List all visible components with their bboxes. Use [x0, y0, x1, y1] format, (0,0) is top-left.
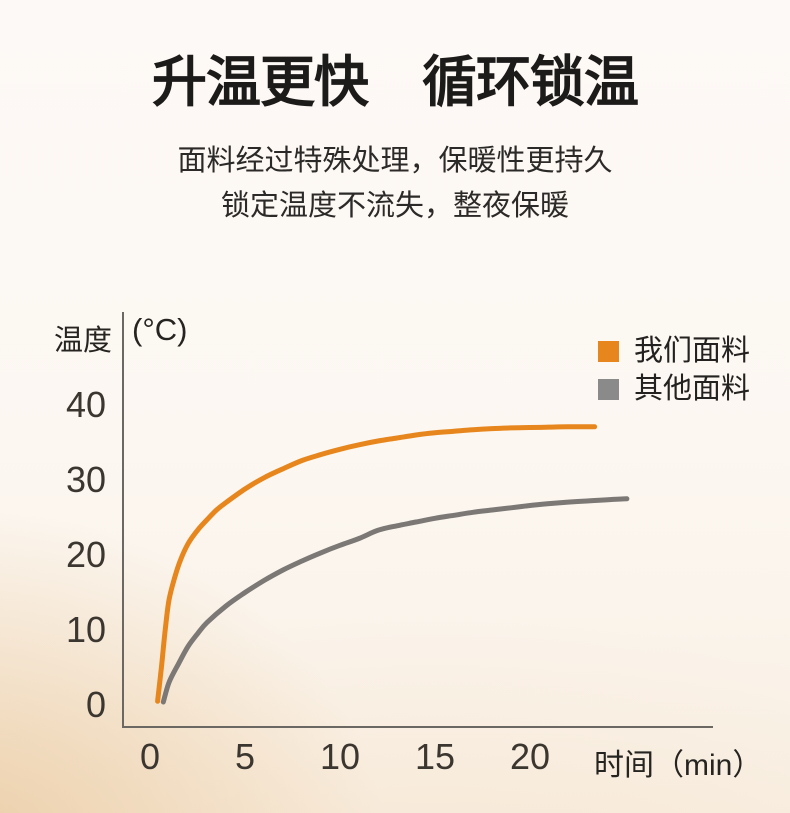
legend: 我们面料 其他面料 [598, 337, 750, 413]
y-tick-label-40: 40 [65, 384, 106, 425]
series-curve-other-fabric [160, 496, 630, 705]
x-tick-label-20: 20 [509, 736, 551, 777]
y-axis-unit: (°C) [132, 312, 188, 347]
x-tick-label-5: 5 [234, 736, 256, 777]
legend-label: 其他面料 [634, 373, 751, 405]
legend-swatch [598, 379, 619, 400]
y-tick-label-0: 0 [85, 684, 106, 725]
page-title: 升温更快 循环锁温 [151, 51, 639, 113]
legend-swatch [598, 341, 619, 362]
x-axis-title: 时间（min） [594, 749, 763, 782]
x-tick-label-10: 10 [319, 736, 361, 777]
y-tick-label-20: 20 [65, 534, 106, 575]
legend-item-our-fabric: 我们面料 [598, 337, 750, 366]
series-curve-our-fabric [155, 424, 598, 704]
legend-label: 我们面料 [634, 335, 751, 367]
axis-lines [122, 312, 713, 728]
x-tick-label-15: 15 [414, 736, 456, 777]
y-tick-label-30: 30 [65, 459, 106, 500]
y-tick-label-10: 10 [65, 609, 106, 650]
y-axis-title: 温度 [53, 325, 112, 357]
x-tick-label-0: 0 [139, 736, 161, 777]
legend-item-other-fabric: 其他面料 [598, 375, 750, 404]
subtitle-line-2: 锁定温度不流失，整夜保暖 [220, 190, 569, 222]
subtitle-line-1: 面料经过特殊处理，保暖性更持久 [177, 145, 613, 177]
